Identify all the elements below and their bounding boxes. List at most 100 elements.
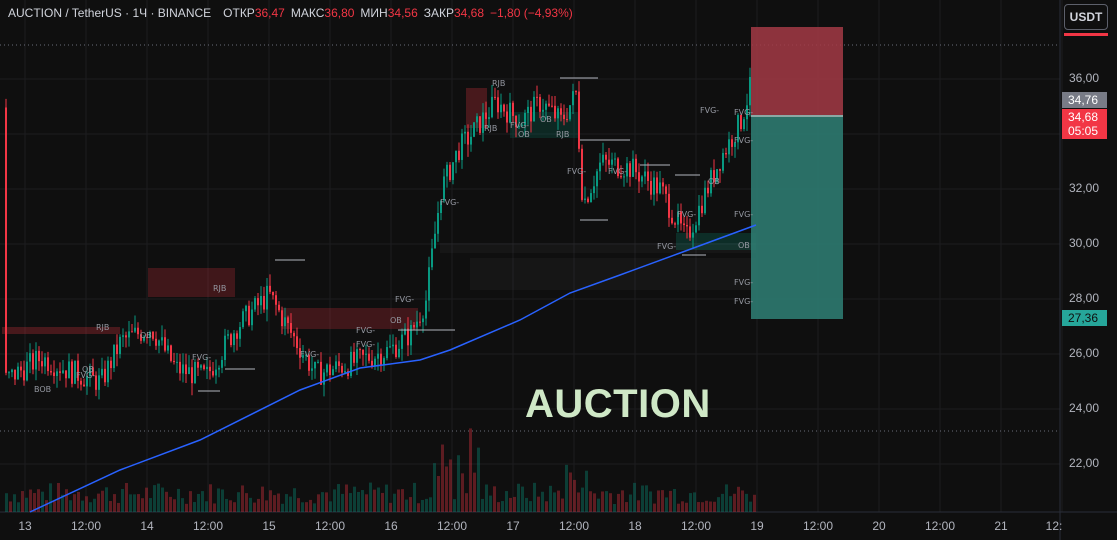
candle-body: [428, 267, 430, 301]
candle-body: [602, 154, 604, 163]
candle-body: [170, 345, 172, 361]
volume-bar: [105, 487, 108, 512]
volume-bar: [697, 502, 700, 512]
pattern-label-fvg: FVG-: [76, 371, 95, 380]
candle-body: [317, 361, 319, 363]
candle-body: [395, 344, 397, 358]
candle-body: [266, 285, 268, 310]
volume-bar: [741, 490, 744, 512]
pattern-label-fvg: FVG-: [356, 326, 375, 335]
candle-body: [521, 125, 523, 127]
volume-bar: [53, 501, 56, 512]
pattern-label-fvg: FVG-: [734, 210, 753, 219]
candle-body: [665, 186, 667, 194]
candle-body: [338, 361, 340, 366]
volume-bar: [713, 501, 716, 512]
candle-body: [506, 111, 508, 123]
candle-body: [272, 291, 274, 296]
candle-body: [5, 107, 7, 373]
zone-box: [148, 268, 235, 297]
candle-body: [722, 152, 724, 171]
volume-bar: [417, 503, 420, 512]
low-value: 34,56: [387, 6, 418, 20]
volume-bar: [77, 491, 80, 512]
time-tick-label: 20: [872, 519, 886, 533]
volume-bar: [617, 493, 620, 512]
candle-body: [257, 298, 259, 306]
volume-bar: [681, 501, 684, 512]
volume-bar: [717, 497, 720, 512]
candle-body: [110, 360, 112, 369]
candle-body: [449, 164, 451, 180]
candle-body: [359, 349, 361, 351]
pattern-label-ob: OB: [738, 241, 750, 250]
volume-bar: [577, 492, 580, 512]
volume-bar: [521, 486, 524, 512]
volume-bar: [733, 493, 736, 512]
price-tick-label: 36,00: [1069, 71, 1100, 85]
time-tick-label: 12:00: [558, 519, 590, 533]
pattern-label-fvg: FVG-: [510, 121, 529, 130]
volume-bar: [249, 497, 252, 512]
volume-bar: [65, 489, 68, 512]
candle-body: [434, 233, 436, 249]
volume-bar: [413, 482, 416, 512]
volume-bar: [393, 493, 396, 512]
volume-bar: [133, 494, 136, 512]
candle-body: [239, 327, 241, 339]
volume-bar: [205, 501, 208, 512]
time-tick-label: 21: [994, 519, 1008, 533]
volume-bar: [349, 493, 352, 512]
volume-bar: [341, 493, 344, 512]
candle-body: [20, 366, 22, 371]
volume-bar: [9, 501, 12, 512]
candle-body: [626, 163, 628, 177]
volume-bar: [321, 492, 324, 512]
change-value: −1,80 (−4,93%): [490, 6, 573, 20]
candle-body: [410, 324, 412, 346]
candle-body: [368, 353, 370, 361]
candle-body: [122, 335, 124, 337]
pattern-label-fvg: FVG-: [395, 295, 414, 304]
volume-bar: [297, 498, 300, 512]
volume-bar: [373, 489, 376, 512]
high-value: 36,80: [324, 6, 355, 20]
candle-body: [617, 158, 619, 177]
candle-body: [56, 371, 58, 376]
volume-bar: [509, 497, 512, 512]
candle-body: [479, 116, 481, 133]
volume-bar: [481, 498, 484, 512]
volume-bar: [677, 503, 680, 512]
candle-body: [146, 337, 148, 339]
volume-bar: [285, 494, 288, 512]
candle-body: [113, 344, 115, 369]
candle-body: [212, 371, 214, 376]
candle-body: [407, 328, 409, 346]
time-tick-label: 13: [18, 519, 32, 533]
candle-body: [443, 176, 445, 201]
volume-bar: [109, 501, 112, 512]
candle-body: [659, 182, 661, 194]
candle-body: [26, 361, 28, 381]
volume-bar: [157, 483, 160, 512]
close-value: 34,68: [454, 6, 485, 20]
candle-body: [380, 353, 382, 366]
volume-bar: [641, 485, 644, 512]
candle-body: [242, 311, 244, 328]
volume-bar: [25, 497, 28, 512]
candle-body: [230, 334, 232, 346]
candle-body: [710, 170, 712, 194]
risk-zone: [751, 27, 843, 116]
candle-body: [641, 176, 643, 182]
volume-bar: [277, 493, 280, 512]
volume-bar: [361, 490, 364, 512]
volume-bar: [649, 491, 652, 512]
candle-body: [44, 357, 46, 367]
currency-button[interactable]: USDT: [1064, 4, 1108, 30]
volume-bar: [745, 493, 748, 512]
volume-bar: [269, 490, 272, 512]
volume-bar: [253, 502, 256, 512]
symbol-title[interactable]: AUCTION / TetherUS · 1Ч · BINANCE: [8, 6, 212, 20]
target-price-tag: 27,36: [1062, 310, 1107, 326]
